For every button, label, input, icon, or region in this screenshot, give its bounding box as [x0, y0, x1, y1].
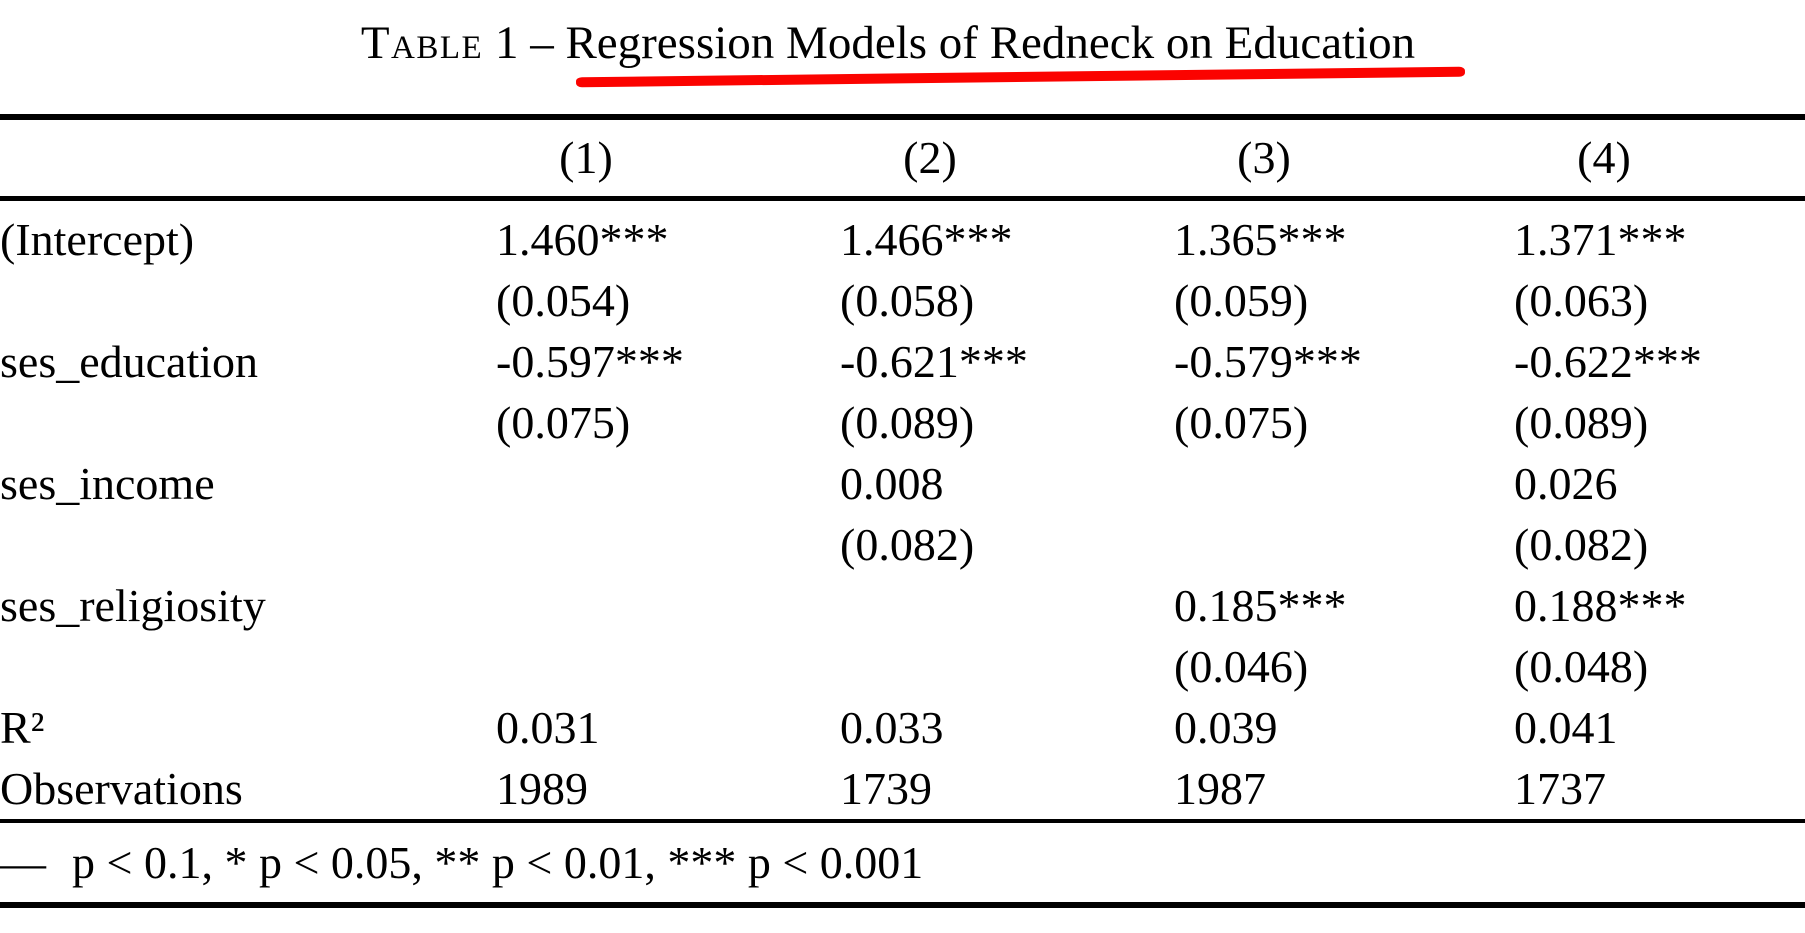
model-header-1: (1)	[559, 132, 613, 184]
se-cell: (0.059)	[1174, 274, 1309, 326]
se-cell	[1174, 514, 1514, 575]
se-cell: (0.046)	[1174, 640, 1309, 692]
se-row-intercept: (0.054) (0.058) (0.059) (0.063)	[0, 270, 1805, 331]
significance-note: — p < 0.1, * p < 0.05, ** p < 0.01, *** p…	[0, 821, 1805, 905]
gof-cell: 1737	[1514, 762, 1606, 814]
gof-cell: 1987	[1174, 762, 1266, 814]
row-label: ses_education	[0, 335, 259, 387]
coef-cell: 0.188***	[1514, 579, 1687, 631]
coef-cell: 1.460***	[496, 213, 669, 265]
se-cell: (0.063)	[1514, 274, 1649, 326]
coef-cell: -0.597***	[496, 335, 684, 387]
model-header-2: (2)	[903, 132, 957, 184]
coef-row-ses-religiosity: ses_religiosity 0.185*** 0.188***	[0, 575, 1805, 636]
row-label: Observations	[0, 762, 243, 814]
se-cell: (0.082)	[840, 518, 975, 570]
coef-cell	[1174, 453, 1514, 514]
se-cell: (0.089)	[840, 396, 975, 448]
coef-cell: 1.466***	[840, 213, 1013, 265]
coef-cell	[496, 575, 840, 636]
se-cell: (0.048)	[1514, 640, 1649, 692]
empty-header-cell	[0, 117, 496, 198]
row-label: R²	[0, 701, 45, 753]
gof-cell: 1739	[840, 762, 932, 814]
se-cell	[840, 636, 1174, 697]
row-label: ses_income	[0, 457, 215, 509]
gof-row-r2: R² 0.031 0.033 0.039 0.041	[0, 697, 1805, 758]
se-cell: (0.054)	[496, 274, 631, 326]
se-row-ses-religiosity: (0.046) (0.048)	[0, 636, 1805, 697]
coef-row-intercept: (Intercept) 1.460*** 1.466*** 1.365*** 1…	[0, 198, 1805, 270]
se-cell: (0.058)	[840, 274, 975, 326]
se-row-ses-education: (0.075) (0.089) (0.075) (0.089)	[0, 392, 1805, 453]
coef-row-ses-income: ses_income 0.008 0.026	[0, 453, 1805, 514]
table-title: Table 1 – Regression Models of Redneck o…	[0, 18, 1776, 68]
se-row-ses-income: (0.082) (0.082)	[0, 514, 1805, 575]
model-header-3: (3)	[1237, 132, 1291, 184]
se-cell: (0.082)	[1514, 518, 1649, 570]
coef-cell: -0.579***	[1174, 335, 1362, 387]
coef-cell: 1.365***	[1174, 213, 1347, 265]
coef-cell: -0.621***	[840, 335, 1028, 387]
red-annotation-underline	[575, 66, 1466, 88]
significance-note-text: p < 0.1, * p < 0.05, ** p < 0.01, *** p …	[72, 836, 924, 888]
coef-cell: -0.622***	[1514, 335, 1702, 387]
table-footer: — p < 0.1, * p < 0.05, ** p < 0.01, *** p…	[0, 820, 1805, 905]
se-cell	[496, 514, 840, 575]
model-header-4: (4)	[1577, 132, 1631, 184]
gof-cell: 0.039	[1174, 701, 1278, 753]
significance-dash: —	[0, 836, 46, 888]
coef-cell: 0.185***	[1174, 579, 1347, 631]
regression-table: (1) (2) (3) (4) (Intercept) 1.460*** 1.4…	[0, 114, 1805, 908]
se-cell: (0.075)	[496, 396, 631, 448]
se-cell	[496, 636, 840, 697]
gof-cell: 1989	[496, 762, 588, 814]
significance-note-row: — p < 0.1, * p < 0.05, ** p < 0.01, *** p…	[0, 820, 1805, 905]
table-body: (Intercept) 1.460*** 1.466*** 1.365*** 1…	[0, 198, 1805, 821]
se-cell: (0.089)	[1514, 396, 1649, 448]
coef-cell: 0.026	[1514, 457, 1618, 509]
gof-cell: 0.033	[840, 701, 944, 753]
model-header-row: (1) (2) (3) (4)	[0, 117, 1805, 198]
coef-cell: 0.008	[840, 457, 944, 509]
row-label: ses_religiosity	[0, 579, 266, 631]
coef-cell: 1.371***	[1514, 213, 1687, 265]
row-label: (Intercept)	[0, 213, 195, 265]
coef-cell	[496, 453, 840, 514]
table-title-smallcaps: Table	[360, 17, 484, 69]
table-header: (1) (2) (3) (4)	[0, 117, 1805, 198]
gof-row-observations: Observations 1989 1739 1987 1737	[0, 758, 1805, 821]
coef-row-ses-education: ses_education -0.597*** -0.621*** -0.579…	[0, 331, 1805, 392]
table-title-rest: 1 – Regression Models of Redneck on Educ…	[483, 17, 1416, 69]
se-cell: (0.075)	[1174, 396, 1309, 448]
gof-cell: 0.031	[496, 701, 600, 753]
coef-cell	[840, 575, 1174, 636]
gof-cell: 0.041	[1514, 701, 1618, 753]
